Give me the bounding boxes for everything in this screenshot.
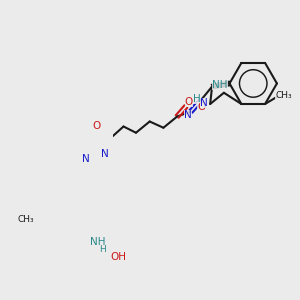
Text: NH: NH xyxy=(90,237,106,248)
Text: NH: NH xyxy=(212,80,228,90)
Text: H: H xyxy=(193,94,200,104)
Text: CH₃: CH₃ xyxy=(18,215,34,224)
Text: O: O xyxy=(185,97,193,107)
Text: CH₃: CH₃ xyxy=(275,91,292,100)
Text: N: N xyxy=(184,110,192,120)
Text: O: O xyxy=(93,121,101,131)
Text: N: N xyxy=(200,98,208,108)
Text: O: O xyxy=(197,102,206,112)
Text: N: N xyxy=(101,149,109,159)
Text: OH: OH xyxy=(110,252,126,262)
Text: H: H xyxy=(100,245,106,254)
Text: N: N xyxy=(82,154,90,164)
